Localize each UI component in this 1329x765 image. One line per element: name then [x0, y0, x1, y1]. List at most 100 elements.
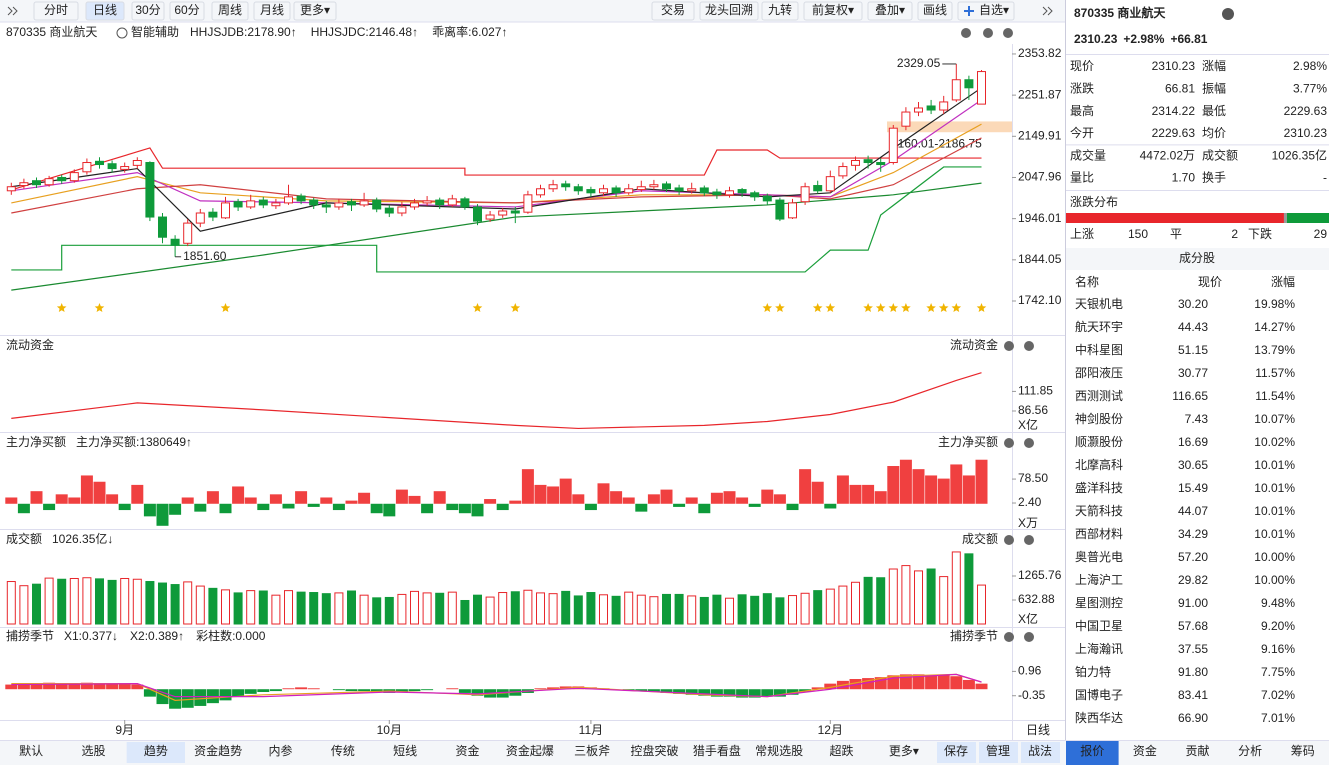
toolbar-button[interactable]	[917, 1, 953, 21]
tab[interactable]: 选股	[81, 744, 105, 758]
bar	[685, 689, 698, 695]
stock-name[interactable]: 西测测试	[1075, 388, 1123, 403]
volume-bar	[57, 578, 67, 625]
toolbar-label[interactable]: 画线	[923, 3, 947, 17]
stock-name[interactable]: 中国卫星	[1075, 618, 1123, 633]
indicator-line	[11, 673, 982, 701]
candle-body	[573, 186, 583, 192]
toolbar-label[interactable]: 更多▾	[300, 3, 330, 17]
stock-price: 16.69	[1178, 435, 1208, 449]
toolbar-button[interactable]	[211, 1, 249, 21]
tab[interactable]: 分析	[1238, 744, 1262, 758]
tab[interactable]: 资金起爆	[506, 743, 554, 758]
quote-value: 1026.35亿	[1272, 147, 1327, 162]
candle-body	[775, 199, 785, 220]
tab[interactable]: 传统	[331, 743, 355, 758]
stock-name[interactable]: 顺灏股份	[1075, 434, 1123, 449]
tab[interactable]: 资金	[455, 743, 479, 758]
tab[interactable]: 猎手看盘	[693, 743, 741, 758]
toolbar-label[interactable]: 周线	[218, 3, 242, 17]
tab-button[interactable]	[937, 742, 976, 763]
toolbar-button[interactable]	[957, 1, 1015, 21]
stock-name[interactable]: 奥普光电	[1075, 550, 1123, 564]
tab[interactable]: 默认	[19, 743, 43, 758]
toolbar-button[interactable]	[131, 1, 165, 21]
tab[interactable]: 资金	[1133, 743, 1157, 758]
toolbar-label[interactable]: 自选▾	[979, 3, 1009, 17]
stock-name[interactable]: 北摩高科	[1075, 457, 1123, 472]
tab[interactable]: 三板斧	[574, 744, 610, 758]
tab[interactable]: 控盘突破	[630, 743, 678, 758]
stock-name[interactable]: 航天环宇	[1075, 319, 1123, 334]
toolbar-label[interactable]: 交易	[661, 2, 685, 17]
tab[interactable]: 更多▾	[889, 744, 919, 758]
toolbar-button[interactable]	[803, 1, 863, 21]
bar	[647, 689, 660, 693]
tab[interactable]: 短线	[393, 744, 417, 758]
toolbar-label[interactable]: 60分	[174, 3, 199, 17]
tab-button[interactable]	[1021, 742, 1060, 763]
toolbar-label[interactable]: 前复权▾	[812, 2, 854, 17]
toolbar-label[interactable]: 叠加▾	[875, 3, 905, 17]
candle-body	[170, 238, 180, 246]
info-icon[interactable]	[1222, 8, 1234, 20]
toolbar-button[interactable]	[293, 1, 337, 21]
toolbar-label[interactable]: 30分	[135, 3, 160, 17]
toolbar-button[interactable]	[85, 1, 125, 21]
toolbar-label[interactable]: 月线	[260, 3, 284, 17]
toolbar-button[interactable]	[253, 1, 291, 21]
expand-icon[interactable]	[1042, 6, 1053, 16]
tab[interactable]: 超跌	[829, 743, 853, 758]
bar	[723, 491, 736, 504]
toolbar-button[interactable]	[761, 1, 799, 21]
stock-name[interactable]: 神剑股份	[1075, 411, 1123, 426]
tab-button[interactable]	[979, 742, 1018, 763]
stock-name[interactable]: 中科星图	[1075, 342, 1123, 357]
toolbar-button[interactable]	[867, 1, 913, 21]
stock-name[interactable]: 西部材料	[1075, 526, 1123, 541]
tab[interactable]: 常规选股	[755, 743, 803, 758]
stock-price: 91.00	[1178, 596, 1208, 610]
assist-icon[interactable]	[116, 27, 128, 39]
stock-price: 34.29	[1178, 527, 1208, 541]
stock-name[interactable]: 国博电子	[1075, 687, 1123, 702]
y-tick-label: 2353.82	[1018, 46, 1062, 60]
tab-button-label[interactable]: 保存	[944, 744, 968, 758]
toolbar-button[interactable]	[651, 1, 695, 21]
tab-button-label[interactable]: 战法	[1028, 744, 1052, 758]
stock-name[interactable]: 盛洋科技	[1075, 480, 1123, 495]
stock-name[interactable]: 星图测控	[1075, 596, 1123, 610]
toolbar-button[interactable]	[169, 1, 205, 21]
toolbar-button[interactable]	[33, 1, 79, 21]
volume-bar	[334, 592, 344, 625]
quote-label: 涨幅	[1202, 58, 1226, 73]
indicator-line	[11, 147, 982, 191]
toolbar-label[interactable]: 九转	[768, 2, 792, 17]
bar	[547, 486, 560, 504]
candle-body	[926, 105, 936, 111]
panel-title: 成交额	[6, 531, 42, 546]
toolbar-label[interactable]: 龙头回溯	[705, 2, 753, 17]
stock-name[interactable]: 上海瀚讯	[1075, 641, 1123, 656]
tab-button-label[interactable]: 管理	[986, 743, 1010, 758]
stock-name[interactable]: 天箭科技	[1075, 503, 1123, 518]
candle-body	[762, 195, 772, 202]
stock-name[interactable]: 邵阳液压	[1075, 365, 1123, 380]
tab[interactable]: 报价	[1080, 743, 1104, 758]
assist-label[interactable]: 智能辅助	[131, 24, 179, 39]
tab[interactable]: 资金趋势	[194, 743, 242, 758]
toolbar-button[interactable]	[699, 1, 759, 21]
tab[interactable]: 筹码	[1291, 744, 1315, 758]
tab[interactable]: 贡献	[1185, 743, 1209, 758]
toolbar-label[interactable]: 日线	[93, 3, 117, 17]
tab[interactable]: 趋势	[144, 744, 168, 758]
stock-name[interactable]: 铂力特	[1075, 664, 1111, 679]
bar	[736, 497, 749, 504]
toolbar-label[interactable]: 分时	[44, 3, 68, 17]
tab[interactable]: 内参	[268, 743, 292, 758]
collapse-icon[interactable]	[7, 6, 18, 16]
stock-title: 870335 商业航天	[1074, 5, 1166, 20]
stock-name[interactable]: 陕西华达	[1075, 710, 1123, 725]
stock-name[interactable]: 天银机电	[1075, 297, 1123, 311]
stock-name[interactable]: 上海沪工	[1075, 572, 1123, 587]
